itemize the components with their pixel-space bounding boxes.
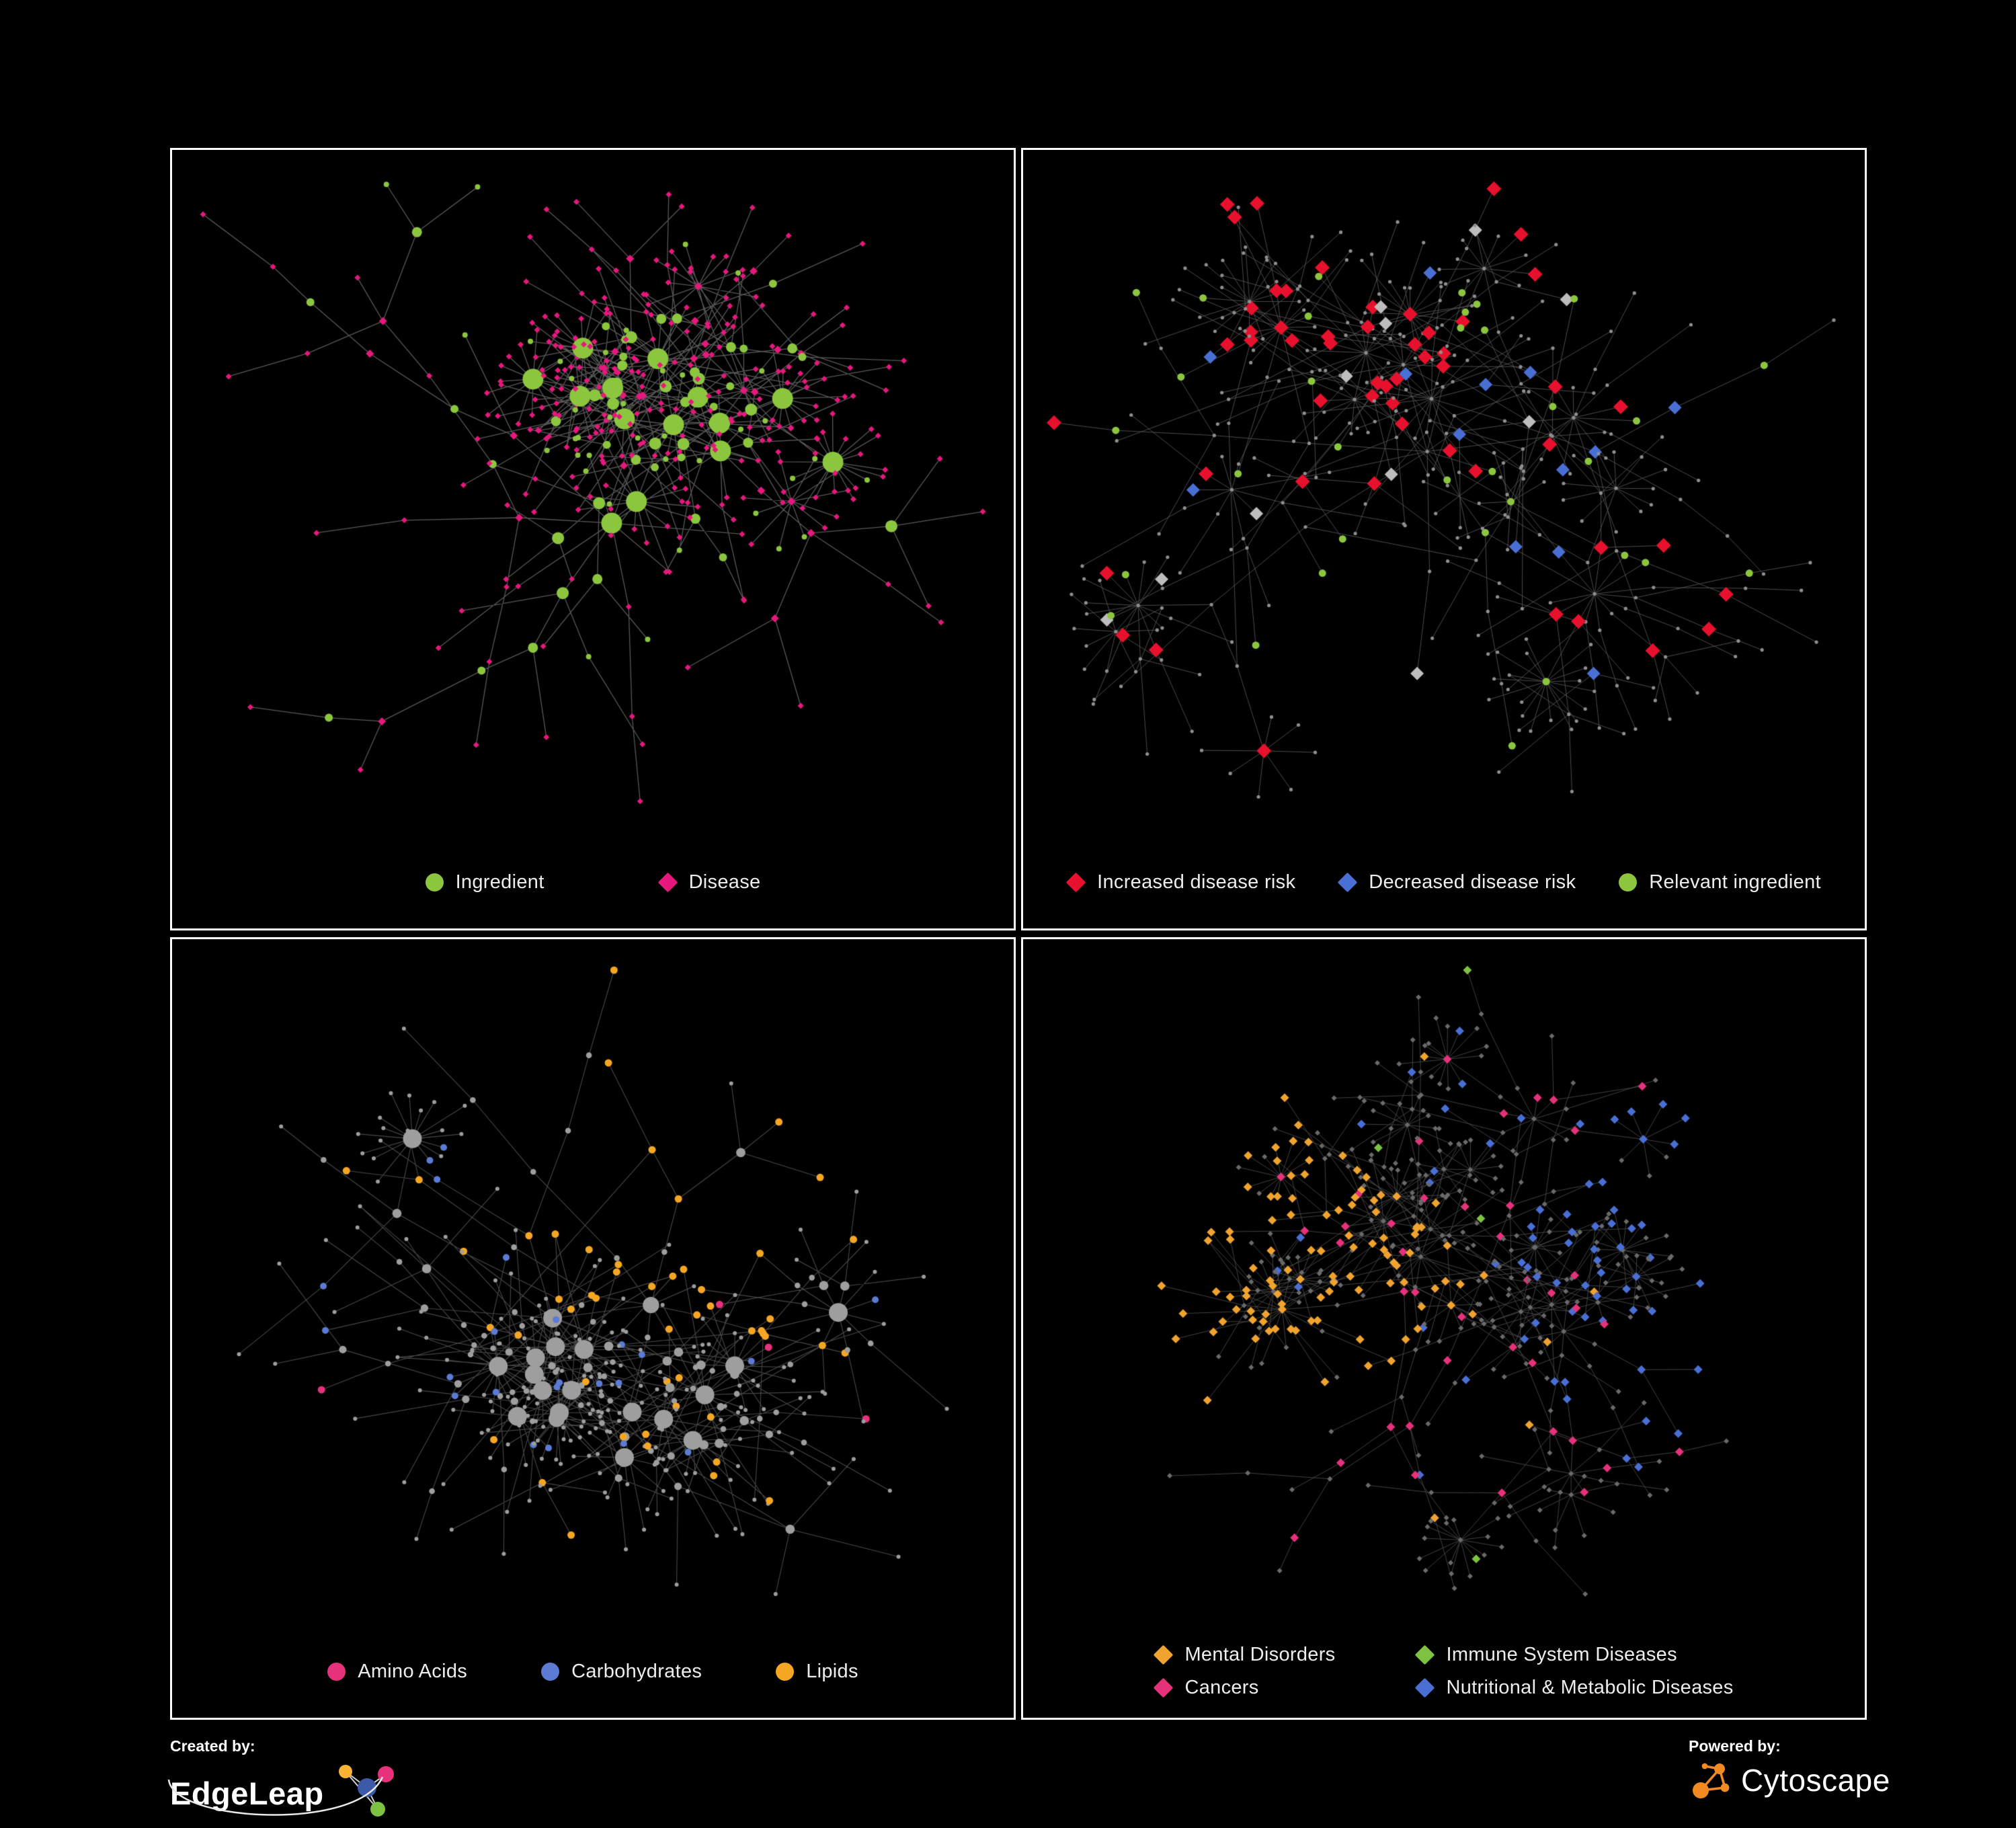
circle-swatch-icon [776,1662,795,1681]
circle-swatch-icon [327,1662,346,1681]
diamond-swatch-icon [1154,1644,1174,1665]
legend-item-amino-acids: Amino Acids [327,1661,467,1683]
legend-item-lipids: Lipids [776,1661,858,1683]
cytoscape-logo-icon [1693,1763,1730,1798]
legend-item-increased-disease-risk: Increased disease risk [1065,871,1296,893]
legend-item-immune-system-diseases: Immune System Diseases [1415,1644,1733,1666]
legend-label: Ingredient [455,871,545,893]
edgeleap-wordmark: EdgeLeap [170,1775,324,1811]
created-by-block: Created by: EdgeLeap [167,1737,401,1828]
powered-by-block: Powered by: Cytoscape [1689,1737,1890,1802]
legend-label: Amino Acids [358,1660,468,1682]
legend-label: Mental Disorders [1184,1644,1336,1665]
panel-disease-risk: Increased disease risk Decreased disease … [1021,148,1867,930]
legend-label: Carbohydrates [571,1660,702,1682]
disease-categories-legend: Mental Disorders Immune System Diseases Ca… [1023,1625,1865,1718]
diamond-swatch-icon [1065,872,1086,892]
nutrient-classes-network [172,939,1014,1625]
cytoscape-wordmark: Cytoscape [1741,1763,1890,1798]
legend-item-ingredient: Ingredient [425,871,545,893]
figure-grid: Ingredient Disease Increased disease risk… [170,148,1867,1720]
legend-label: Immune System Diseases [1446,1644,1677,1665]
disease-risk-network [1023,150,1865,836]
edgeleap-logo-icon [338,1765,394,1817]
legend-item-carbohydrates: Carbohydrates [541,1661,702,1683]
ingredient-disease-legend: Ingredient Disease [172,836,1014,928]
legend-label: Cancers [1184,1677,1259,1698]
diamond-swatch-icon [1415,1677,1435,1698]
created-by-label: Created by: [170,1737,255,1755]
disease-risk-legend: Increased disease risk Decreased disease … [1023,836,1865,928]
legend-label: Nutritional & Metabolic Diseases [1446,1677,1734,1698]
diamond-swatch-icon [1337,872,1358,892]
circle-swatch-icon [541,1662,560,1681]
panel-nutrient-classes: Amino Acids Carbohydrates Lipids [170,937,1016,1720]
legend-item-disease: Disease [657,871,761,893]
nutrient-classes-legend: Amino Acids Carbohydrates Lipids [172,1625,1014,1718]
circle-swatch-icon [1619,873,1638,891]
panel-disease-categories: Mental Disorders Immune System Diseases Ca… [1021,937,1867,1720]
ingredient-disease-network [172,150,1014,836]
panel-ingredient-disease: Ingredient Disease [170,148,1016,930]
powered-by-label: Powered by: [1689,1737,1781,1755]
legend-item-decreased-disease-risk: Decreased disease risk [1337,871,1576,893]
legend-label: Lipids [806,1660,858,1682]
legend-label: Disease [688,871,761,893]
legend-label: Increased disease risk [1097,871,1296,893]
diamond-swatch-icon [657,872,678,892]
legend-label: Relevant ingredient [1649,871,1821,893]
legend-item-mental-disorders: Mental Disorders [1154,1644,1335,1666]
diamond-swatch-icon [1154,1677,1174,1698]
disease-categories-network [1023,939,1865,1625]
legend-item-relevant-ingredient: Relevant ingredient [1619,871,1821,893]
legend-label: Decreased disease risk [1369,871,1576,893]
diamond-swatch-icon [1415,1644,1435,1665]
legend-item-nutritional-metabolic-diseases: Nutritional & Metabolic Diseases [1415,1677,1734,1699]
legend-item-cancers: Cancers [1154,1677,1335,1699]
circle-swatch-icon [425,873,444,891]
